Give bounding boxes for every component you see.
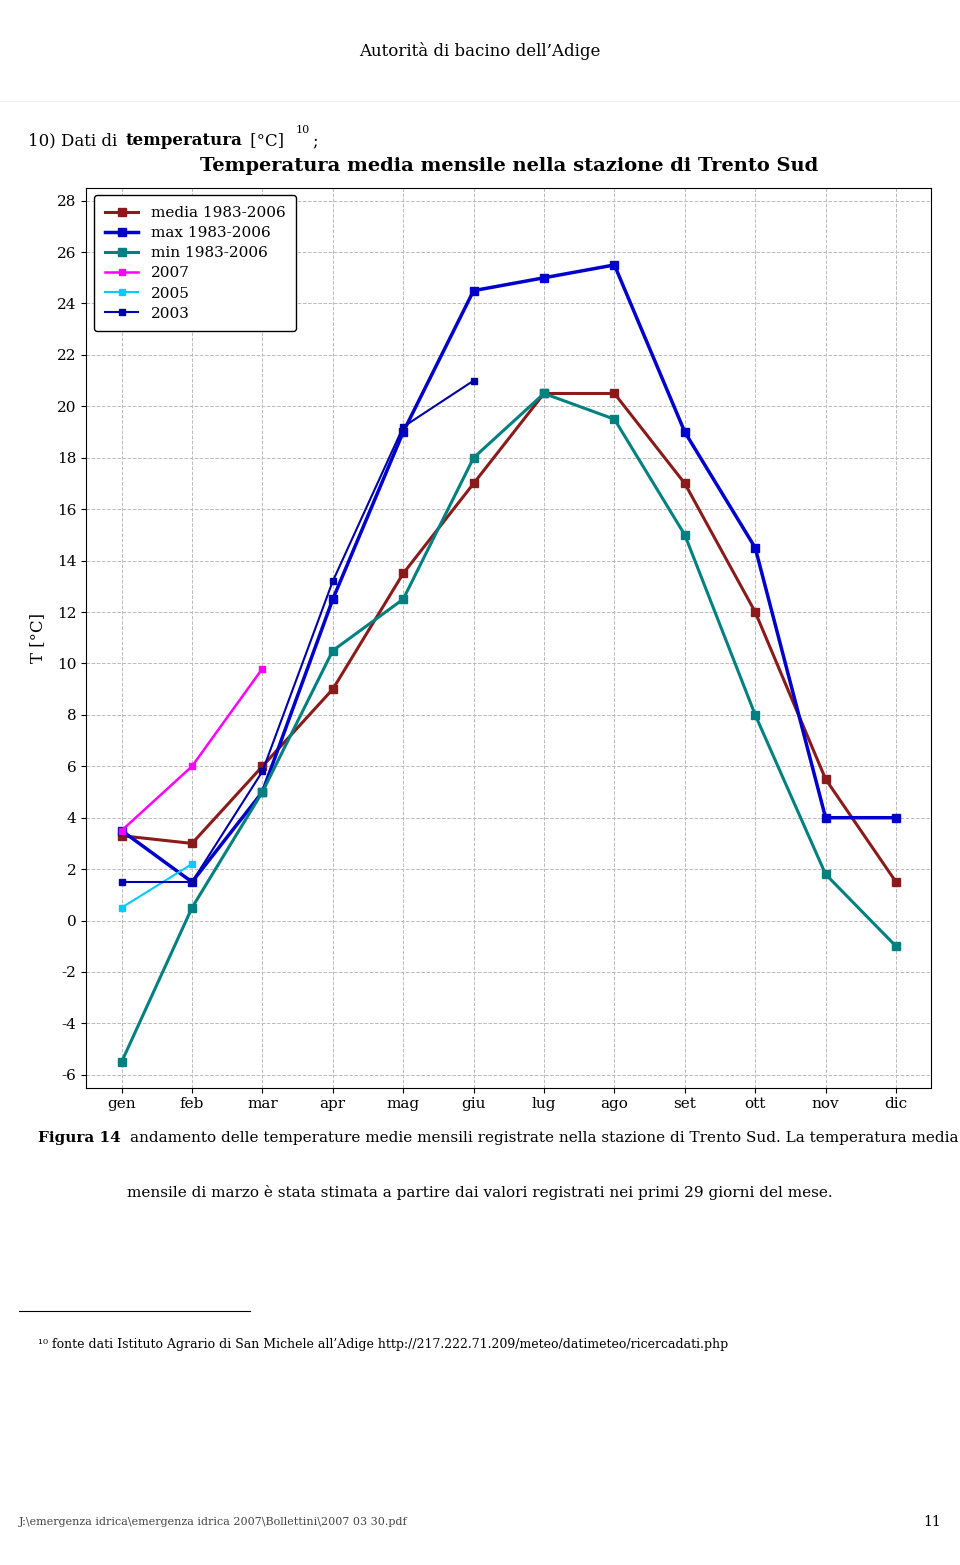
Text: J:\emergenza idrica\emergenza idrica 2007\Bollettini\2007 03 30.pdf: J:\emergenza idrica\emergenza idrica 200…: [19, 1516, 408, 1527]
min 1983-2006: [820, 865, 831, 884]
Line: 2003: 2003: [118, 377, 477, 886]
Text: 10) Dati di: 10) Dati di: [29, 131, 123, 149]
Title: Temperatura media mensile nella stazione di Trento Sud: Temperatura media mensile nella stazione…: [200, 156, 818, 175]
Text: [°C]: [°C]: [245, 131, 284, 149]
media 1983-2006: [609, 383, 620, 402]
media 1983-2006: [679, 474, 690, 493]
media 1983-2006: [186, 834, 198, 853]
2007: [186, 757, 198, 776]
min 1983-2006: [116, 1053, 128, 1072]
Line: media 1983-2006: media 1983-2006: [117, 390, 900, 886]
max 1983-2006: [609, 255, 620, 274]
2003: [468, 371, 479, 390]
Text: Autorità di bacino dell’Adige: Autorità di bacino dell’Adige: [359, 42, 601, 59]
Text: mensile di marzo è stata stimata a partire dai valori registrati nei primi 29 gi: mensile di marzo è stata stimata a parti…: [127, 1186, 833, 1200]
Line: min 1983-2006: min 1983-2006: [117, 390, 900, 1066]
max 1983-2006: [327, 590, 339, 609]
media 1983-2006: [256, 757, 268, 776]
Text: 11: 11: [924, 1515, 941, 1529]
2003: [397, 418, 409, 437]
max 1983-2006: [468, 282, 479, 300]
Text: ¹⁰ fonte dati Istituto Agrario di San Michele all’Adige http://217.222.71.209/me: ¹⁰ fonte dati Istituto Agrario di San Mi…: [37, 1338, 728, 1351]
media 1983-2006: [820, 770, 831, 789]
Text: andamento delle temperature medie mensili registrate nella stazione di Trento Su: andamento delle temperature medie mensil…: [130, 1130, 958, 1144]
Text: Figura 14: Figura 14: [37, 1130, 120, 1144]
min 1983-2006: [890, 937, 901, 956]
2005: [186, 854, 198, 873]
media 1983-2006: [890, 873, 901, 892]
media 1983-2006: [116, 826, 128, 845]
max 1983-2006: [186, 873, 198, 892]
Line: max 1983-2006: max 1983-2006: [117, 261, 900, 886]
media 1983-2006: [468, 474, 479, 493]
min 1983-2006: [750, 706, 761, 725]
2005: [116, 898, 128, 917]
max 1983-2006: [116, 822, 128, 840]
Text: temperatura: temperatura: [125, 131, 242, 149]
media 1983-2006: [327, 679, 339, 698]
Text: ;: ;: [312, 131, 318, 149]
min 1983-2006: [539, 383, 550, 402]
2003: [256, 762, 268, 781]
min 1983-2006: [397, 590, 409, 609]
min 1983-2006: [256, 782, 268, 801]
Legend: media 1983-2006, max 1983-2006, min 1983-2006, 2007, 2005, 2003: media 1983-2006, max 1983-2006, min 1983…: [94, 196, 296, 332]
2003: [186, 873, 198, 892]
min 1983-2006: [609, 410, 620, 429]
max 1983-2006: [256, 782, 268, 801]
Line: 2005: 2005: [118, 861, 196, 911]
2007: [256, 659, 268, 678]
2007: [116, 822, 128, 840]
Y-axis label: T [°C]: T [°C]: [29, 613, 46, 662]
2003: [116, 873, 128, 892]
media 1983-2006: [539, 383, 550, 402]
max 1983-2006: [890, 808, 901, 826]
min 1983-2006: [468, 449, 479, 468]
Text: 10: 10: [296, 125, 310, 136]
2003: [327, 571, 339, 590]
media 1983-2006: [750, 603, 761, 621]
media 1983-2006: [397, 563, 409, 582]
Line: 2007: 2007: [118, 665, 266, 834]
max 1983-2006: [820, 808, 831, 826]
min 1983-2006: [679, 526, 690, 545]
max 1983-2006: [679, 423, 690, 441]
min 1983-2006: [186, 898, 198, 917]
max 1983-2006: [397, 423, 409, 441]
max 1983-2006: [539, 269, 550, 288]
min 1983-2006: [327, 642, 339, 660]
max 1983-2006: [750, 538, 761, 557]
